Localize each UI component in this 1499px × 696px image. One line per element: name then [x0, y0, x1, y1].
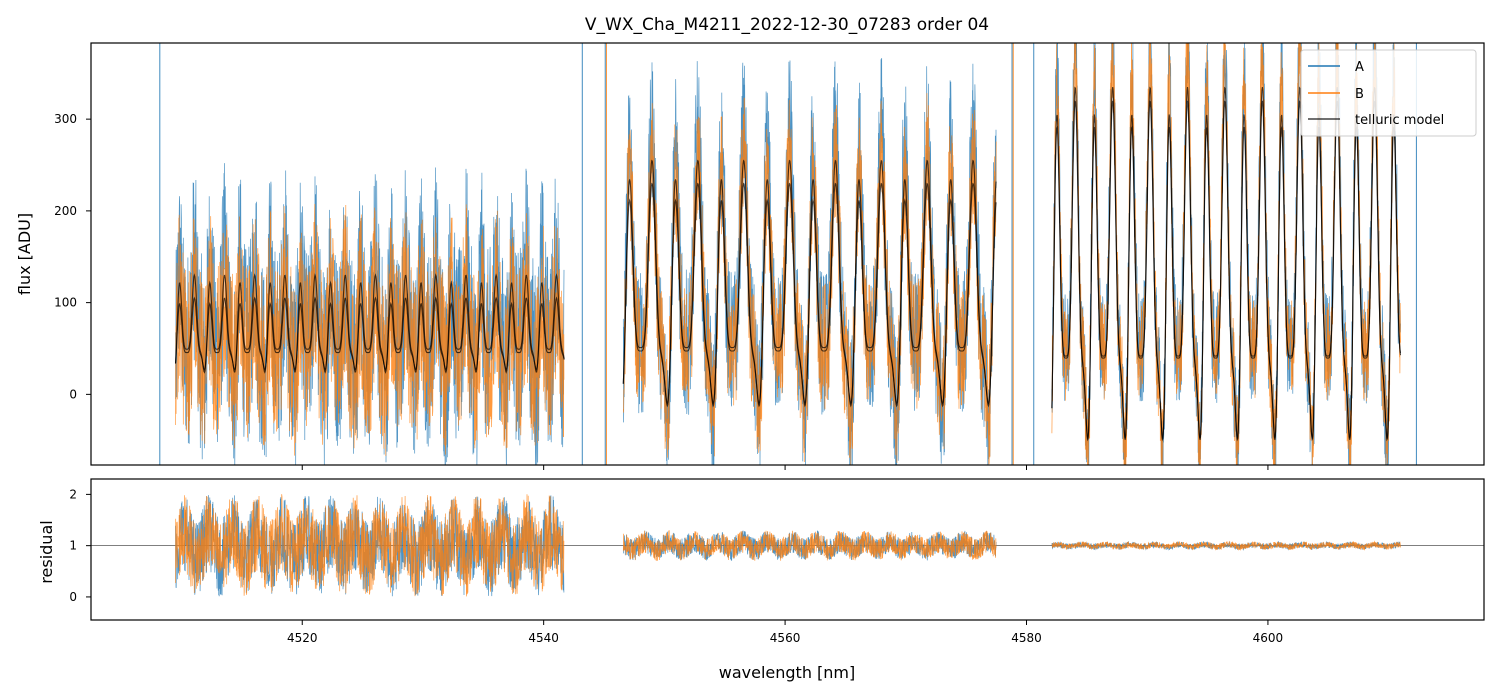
- flux-y-label: flux [ADU]: [15, 213, 34, 295]
- residual-plot-area: [91, 494, 1484, 597]
- flux-panel: 0 100 200 300 flux [ADU] A B telluric model: [15, 42, 1485, 470]
- telluric-model-a-segment-0: [174, 273, 565, 374]
- telluric-model-b-segment-2: [1051, 100, 1402, 440]
- series-b-segment-0: [175, 203, 565, 456]
- flux-y-tick-label: 300: [54, 112, 77, 126]
- residual-y-tick-label: 2: [69, 487, 77, 501]
- flux-y-tick-label: 200: [54, 204, 77, 218]
- legend-box: [1300, 49, 1477, 137]
- legend-label-b: B: [1355, 87, 1364, 102]
- flux-y-tick-label: 100: [54, 296, 77, 310]
- residual-b-segment-2: [1051, 540, 1401, 551]
- residual-x-ticks: 4520 4540 4560 4580 4600: [287, 620, 1283, 645]
- residual-b-segment-0: [175, 494, 565, 597]
- residual-y-tick-label: 0: [69, 590, 77, 604]
- flux-y-ticks: 0 100 200 300: [54, 112, 91, 401]
- legend-label-a: A: [1355, 60, 1364, 75]
- legend: A B telluric model: [1300, 49, 1477, 137]
- flux-x-ticks: [301, 465, 1269, 470]
- residual-b-segment-1: [622, 530, 997, 561]
- residual-y-ticks: 0 1 2: [69, 487, 91, 604]
- legend-label-model: telluric model: [1355, 113, 1444, 128]
- x-tick-label: 4580: [1011, 631, 1042, 645]
- flux-axes-frame: [90, 42, 1485, 466]
- telluric-model-b-segment-1: [622, 182, 997, 405]
- x-tick-label: 4520: [287, 631, 318, 645]
- flux-plot-area: [159, 43, 1417, 465]
- residual-y-tick-label: 1: [69, 539, 77, 553]
- flux-y-tick-label: 0: [69, 387, 77, 401]
- x-tick-label: 4600: [1253, 631, 1284, 645]
- residual-y-label: residual: [37, 520, 56, 583]
- x-tick-label: 4540: [528, 631, 559, 645]
- chart-title: V_WX_Cha_M4211_2022-12-30_07283 order 04: [585, 15, 989, 35]
- residual-panel: 0 1 2 4520 4540 4560 4580 4600 residual wavele…: [37, 478, 1485, 682]
- telluric-model-b-segment-0: [174, 296, 565, 371]
- x-axis-label: wavelength [nm]: [719, 663, 856, 682]
- residual-axes-frame: [90, 478, 1485, 621]
- x-tick-label: 4560: [770, 631, 801, 645]
